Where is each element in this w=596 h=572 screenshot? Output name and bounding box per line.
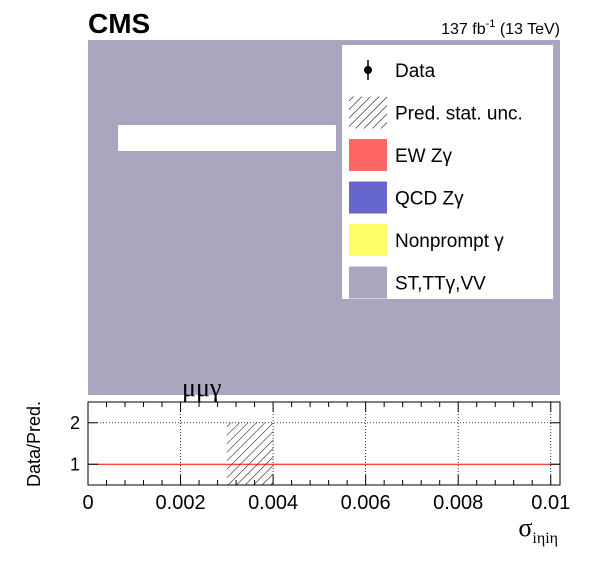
legend-item: QCD Zγ bbox=[349, 181, 464, 214]
legend-swatch bbox=[349, 266, 387, 299]
ratio-frame bbox=[87, 401, 561, 486]
legend-item: Data bbox=[364, 60, 436, 82]
experiment-label: CMS bbox=[88, 8, 150, 39]
legend-label: ST,TTγ,VV bbox=[395, 274, 486, 295]
legend-swatch bbox=[349, 181, 387, 214]
ratio-ytick-label: 2 bbox=[70, 413, 80, 433]
main-panel-white-bar bbox=[118, 125, 336, 151]
x-axis: 0 0.002 0.004 0.006 0.008 0.01 bbox=[82, 402, 570, 514]
legend-marker-dot bbox=[364, 66, 372, 74]
legend: Data Pred. stat. unc. EW Zγ QCD Zγ Nonprompt… bbox=[342, 45, 553, 299]
legend-item: EW Zγ bbox=[349, 139, 452, 171]
luminosity-label: 137 fb-1 (13 TeV) bbox=[441, 18, 560, 38]
legend-label: Data bbox=[395, 61, 436, 82]
x-tick-label: 0.01 bbox=[531, 492, 570, 514]
legend-label: EW Zγ bbox=[395, 146, 452, 167]
legend-label: Nonprompt γ bbox=[395, 231, 504, 252]
legend-swatch bbox=[349, 139, 387, 171]
channel-label: μμγ bbox=[182, 373, 221, 402]
legend-swatch-hatch bbox=[349, 96, 387, 129]
x-tick-label: 0.008 bbox=[433, 492, 483, 514]
ratio-ytick-label: 1 bbox=[70, 454, 80, 474]
ratio-uncertainty-band bbox=[226, 422, 274, 485]
legend-item: Pred. stat. unc. bbox=[349, 96, 523, 129]
legend-label: Pred. stat. unc. bbox=[395, 104, 523, 125]
x-axis-label: σiηiη bbox=[518, 513, 558, 547]
x-tick-label: 0 bbox=[82, 492, 93, 514]
legend-item: Nonprompt γ bbox=[349, 224, 504, 256]
legend-box bbox=[342, 45, 553, 299]
ratio-panel: 1 2 Data/Pred. bbox=[24, 401, 561, 487]
ratio-ylabel: Data/Pred. bbox=[24, 401, 44, 487]
legend-swatch bbox=[349, 224, 387, 256]
x-tick-label: 0.006 bbox=[341, 492, 391, 514]
legend-label: QCD Zγ bbox=[395, 189, 464, 210]
legend-item: ST,TTγ,VV bbox=[349, 266, 486, 299]
x-tick-label: 0.004 bbox=[248, 492, 298, 514]
x-tick-label: 0.002 bbox=[156, 492, 206, 514]
